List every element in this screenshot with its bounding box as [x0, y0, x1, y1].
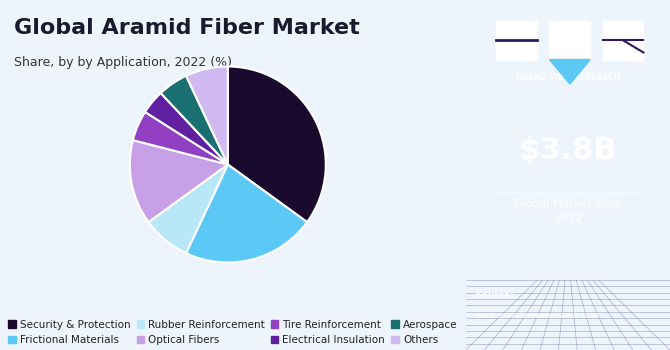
FancyBboxPatch shape [496, 21, 537, 60]
Legend: Security & Protection, Frictional Materials, Rubber Reinforcement, Optical Fiber: Security & Protection, Frictional Materi… [8, 320, 458, 345]
Wedge shape [161, 76, 228, 164]
Text: Share, by by Application, 2022 (%): Share, by by Application, 2022 (%) [14, 56, 232, 69]
Polygon shape [549, 60, 590, 84]
Text: www.grandviewresearch.com: www.grandviewresearch.com [476, 312, 600, 321]
FancyBboxPatch shape [549, 21, 590, 60]
Wedge shape [130, 140, 228, 222]
Text: $3.8B: $3.8B [519, 136, 617, 165]
Wedge shape [228, 66, 326, 222]
Text: Global Aramid Fiber Market: Global Aramid Fiber Market [14, 18, 360, 37]
FancyBboxPatch shape [602, 21, 643, 60]
Wedge shape [186, 66, 228, 164]
Wedge shape [149, 164, 228, 253]
Text: Source:: Source: [476, 290, 515, 300]
Wedge shape [186, 164, 307, 262]
Text: GRAND VIEW RESEARCH: GRAND VIEW RESEARCH [516, 74, 620, 83]
Text: Global Market Size,
2022: Global Market Size, 2022 [514, 199, 622, 224]
Wedge shape [133, 112, 228, 164]
Wedge shape [145, 93, 228, 164]
